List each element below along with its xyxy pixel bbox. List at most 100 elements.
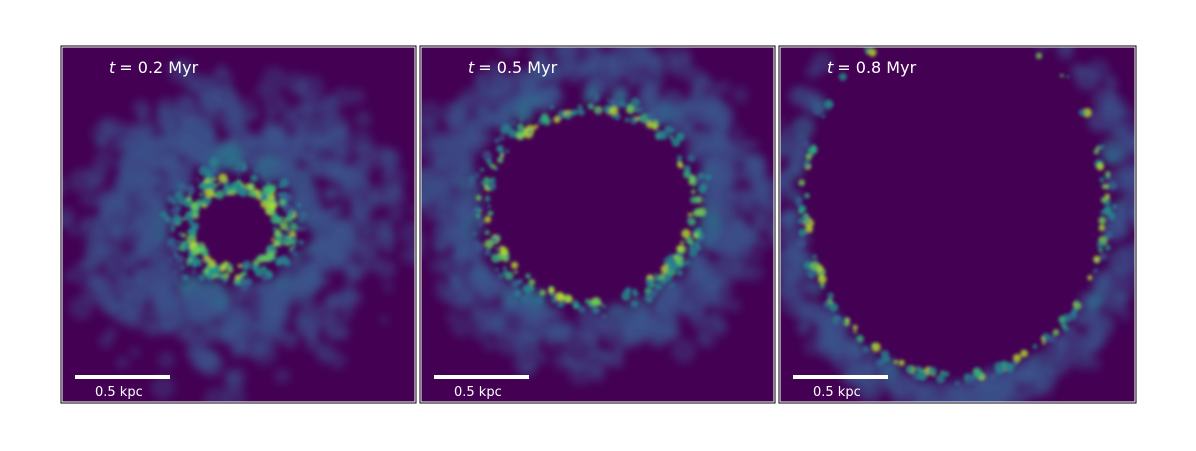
gas-clump [716,80,731,96]
gas-clump [322,209,338,225]
gas-clump [654,276,662,283]
gas-clump [480,167,485,172]
gas-clump [797,322,810,335]
gas-clump [757,237,770,251]
gas-clump [240,284,249,293]
gas-clump [511,279,520,288]
gas-clump [1124,182,1134,192]
gas-clump [178,232,183,236]
gas-clump [1099,144,1105,150]
gas-clump [296,269,323,295]
gas-clump [296,225,304,232]
gas-clump [502,266,507,271]
gas-clump [304,259,317,272]
gas-clump [964,379,970,384]
gas-clump [779,259,789,275]
time-value: = 0.8 Myr [837,58,916,77]
gas-clump [564,63,576,74]
gas-clump [193,315,206,328]
gas-clump [476,213,482,219]
gas-clump [1086,295,1103,312]
gas-clump [111,182,125,196]
gas-clump [226,266,234,273]
gas-clump [724,165,744,185]
gas-clump [1074,301,1082,310]
gas-clump [207,259,216,268]
panel [779,46,1136,403]
gas-clump [680,303,693,316]
gas-clump [484,196,491,203]
gas-clump [212,192,217,198]
gas-clump [687,217,696,227]
gas-clump [96,138,109,150]
gas-clump [1105,118,1124,137]
gas-clump [252,281,268,296]
gas-clump [1104,193,1111,200]
gas-clump [219,273,224,278]
gas-clump [192,269,196,274]
gas-clump [338,169,362,193]
gas-clump [556,303,561,308]
gas-clump [279,191,289,201]
gas-clump [198,166,209,177]
gas-clump [1095,145,1101,151]
gas-clump [1082,107,1092,118]
gas-clump [893,359,898,364]
gas-clump [435,200,456,221]
gas-clump [387,206,404,223]
gas-clump [798,228,807,237]
gas-clump [61,206,76,229]
gas-clump [116,356,130,370]
gas-clump [271,237,275,242]
time-value: = 0.5 Myr [478,58,557,77]
gas-clump [262,91,286,114]
gas-clump [693,208,702,217]
gas-clump [166,194,175,203]
gas-clump [1108,224,1113,228]
gas-clump [917,370,928,381]
gas-clump [494,137,500,144]
gas-clump [807,270,816,279]
gas-clump [216,143,243,170]
gas-clump [132,215,146,229]
gas-clump [681,270,699,289]
gas-clump [228,366,247,385]
gas-clump [669,135,674,141]
gas-clump [80,220,90,229]
gas-clump [79,194,90,205]
gas-clump [132,99,150,117]
gas-clump [675,132,685,141]
gas-clump [556,48,575,67]
gas-clump [511,121,516,125]
gas-clump [104,256,114,266]
panel [420,46,775,403]
gas-clump [175,254,185,264]
gas-clump [237,263,242,268]
gas-clump [127,185,137,195]
gas-clump [829,302,839,312]
gas-clump [177,199,182,205]
gas-clump [87,252,106,270]
gas-clump [988,373,998,382]
gas-clump [206,178,210,183]
gas-clump [1071,310,1078,317]
gas-clump [655,101,680,126]
gas-clump [495,247,500,251]
gas-clump [1040,379,1049,388]
gas-clump [182,274,190,282]
gas-clump [114,122,140,148]
gas-clump [302,226,307,231]
gas-clump [1056,46,1074,60]
gas-clump [480,180,485,185]
time-label: t = 0.8 Myr [827,58,917,77]
gas-clump [266,199,271,203]
gas-clump [578,104,583,109]
gas-clump [282,233,288,240]
gas-clump [251,192,257,199]
gas-clump [505,149,510,154]
gas-clump [1066,75,1070,79]
gas-clump [69,296,93,320]
gas-clump [1093,268,1098,274]
gas-clump [611,115,615,119]
gas-clump [322,131,347,156]
